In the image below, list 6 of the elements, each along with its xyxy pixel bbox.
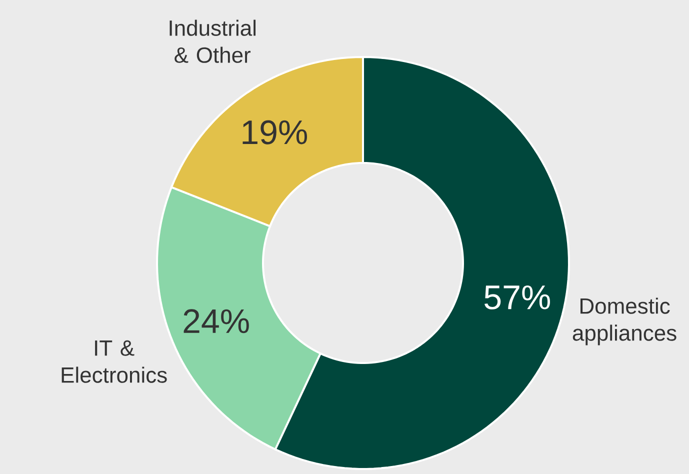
slice-label: IT & Electronics: [62, 340, 167, 383]
slice-label: Industrial & Other: [170, 20, 256, 63]
data-label: 19%: [242, 120, 307, 144]
data-label: 57%: [484, 285, 550, 310]
slice-label: Domestic appliances: [572, 298, 676, 346]
data-label: 24%: [184, 309, 249, 334]
